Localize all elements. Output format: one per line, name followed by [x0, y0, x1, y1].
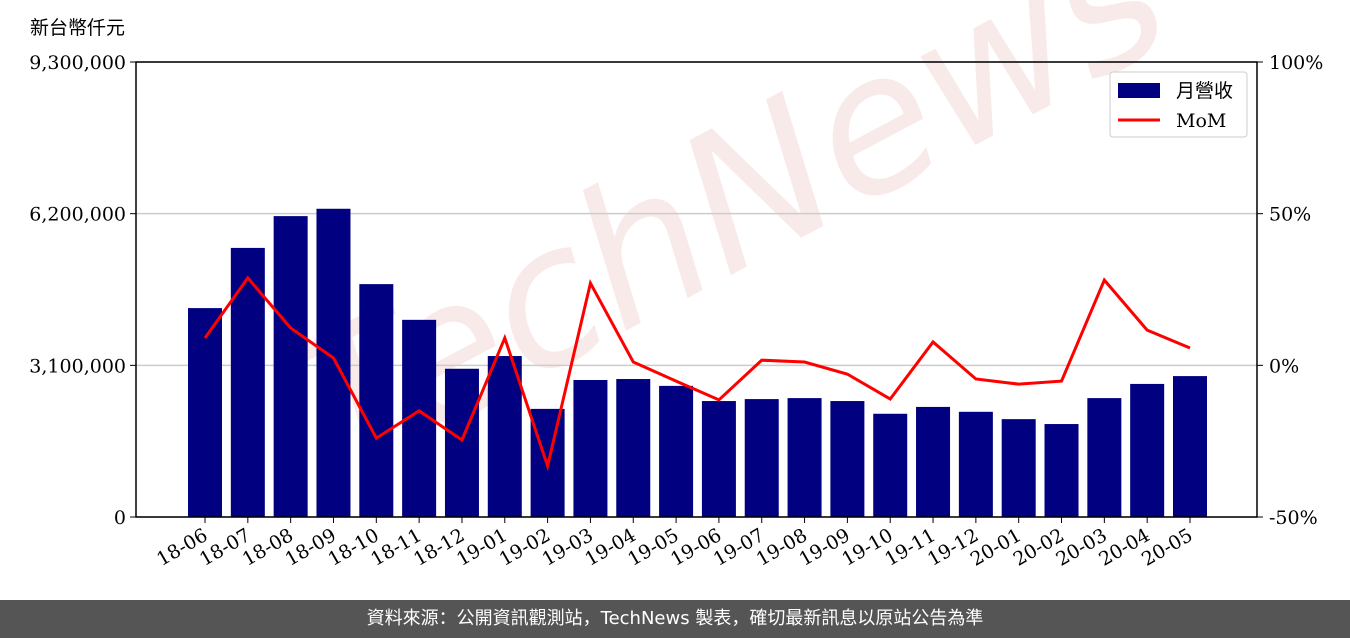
bar [873, 413, 908, 517]
x-tick-label: 20-05 [1138, 524, 1196, 570]
bar [230, 247, 265, 517]
legend-label: 月營收 [1176, 80, 1233, 102]
y-tick-label: 9,300,000 [29, 52, 126, 74]
y-axis-label: 新台幣仟元 [30, 17, 125, 39]
legend-swatch [1118, 83, 1160, 98]
bar [444, 368, 479, 517]
y-tick-label: 0 [114, 507, 126, 529]
y-tick-label: 3,100,000 [29, 355, 126, 377]
bar [487, 356, 522, 517]
y-tick-label: 6,200,000 [29, 204, 126, 226]
bar [573, 380, 608, 517]
bar [1173, 376, 1207, 517]
bar [701, 401, 736, 517]
y2-tick-label: -50% [1269, 507, 1318, 529]
bar [659, 385, 694, 517]
bar [273, 216, 308, 517]
bar [359, 284, 394, 517]
bar [787, 398, 822, 517]
chart: TechNews 新台幣仟元 03,100,0006,200,0009,300,… [29, 0, 1323, 571]
bar [1044, 424, 1079, 517]
bar [1087, 398, 1122, 517]
bar [744, 399, 779, 517]
footer: 資料來源：公開資訊觀測站，TechNews 製表，確切最新訊息以原站公告為準 [0, 600, 1350, 638]
legend-label: MoM [1176, 110, 1226, 132]
bar [616, 379, 651, 517]
bar [316, 208, 351, 517]
y2-tick-label: 50% [1269, 204, 1311, 226]
bar [830, 401, 865, 517]
y2-tick-label: 100% [1269, 52, 1323, 74]
bar [1130, 383, 1165, 517]
bar [1001, 419, 1036, 517]
bar [916, 406, 951, 517]
plot-frame [135, 61, 1258, 518]
line [203, 275, 1191, 472]
bar [188, 308, 222, 517]
y2-tick-label: 0% [1269, 355, 1299, 377]
bar [958, 411, 993, 517]
